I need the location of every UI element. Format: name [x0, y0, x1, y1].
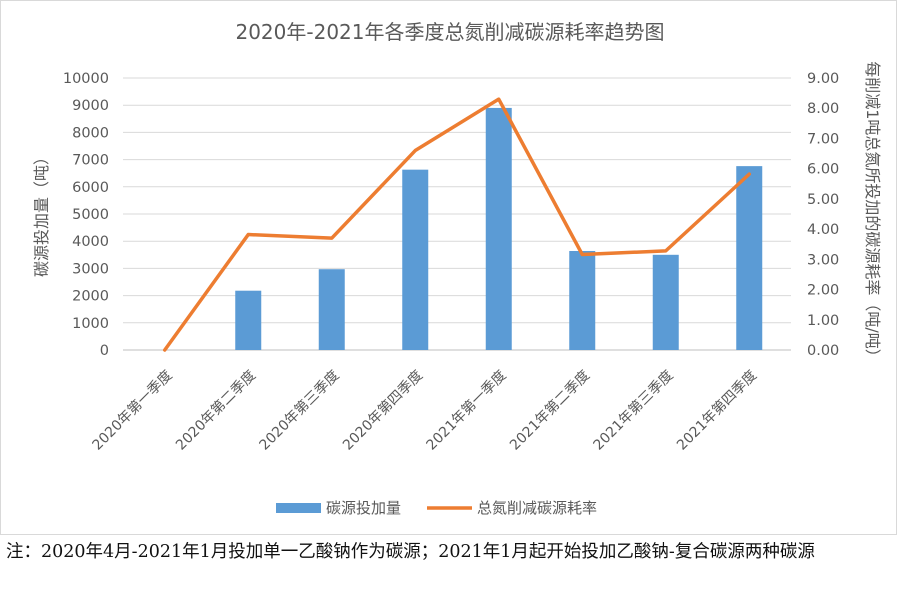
right-tick-label: 4.00: [807, 222, 839, 238]
category-label: 2021年第二季度: [506, 367, 593, 454]
left-tick-label: 2000: [72, 289, 109, 305]
left-tick-label: 3000: [72, 261, 109, 277]
right-tick-label: 2.00: [807, 283, 839, 299]
category-label: 2021年第一季度: [423, 367, 510, 454]
left-tick-label: 5000: [72, 207, 109, 223]
left-tick-label: 1000: [72, 316, 109, 332]
chart-frame: 2020年-2021年各季度总氮削减碳源耗率趋势图 0 1000 2000 3000 4…: [0, 0, 897, 535]
bar: [736, 166, 763, 350]
left-tick-label: 7000: [72, 153, 109, 169]
right-tick-label: 9.00: [807, 71, 839, 87]
bar: [235, 290, 262, 350]
series-line: [163, 97, 751, 352]
left-tick-label: 10000: [63, 71, 109, 87]
category-labels: 2020年第一季度2020年第二季度2020年第三季度2020年第四季度2021…: [89, 367, 760, 454]
right-tick-label: 3.00: [807, 252, 839, 268]
left-tick-label: 4000: [72, 234, 109, 250]
left-tick-label: 6000: [72, 180, 109, 196]
left-axis-ticks: 0 1000 2000 3000 4000 5000 6000 7000 8000 9000 100…: [63, 71, 109, 359]
bar-series: [235, 107, 763, 350]
category-label: 2021年第三季度: [590, 367, 677, 454]
chart-title: 2020年-2021年各季度总氮削减碳源耗率趋势图: [235, 20, 664, 44]
bar: [569, 250, 596, 350]
category-label: 2020年第三季度: [256, 367, 343, 454]
legend-line-label: 总氮削减碳源耗率: [477, 499, 597, 517]
right-tick-label: 8.00: [807, 101, 839, 117]
bar: [402, 169, 429, 350]
right-tick-label: 1.00: [807, 313, 839, 329]
line-series: [163, 97, 751, 352]
footnote: 注：2020年4月-2021年1月投加单一乙酸钠作为碳源；2021年1月起开始投…: [6, 542, 815, 562]
legend-bar-label: 碳源投加量: [326, 499, 401, 517]
chart-svg: 2020年-2021年各季度总氮削减碳源耗率趋势图 0 1000 2000 3000 4…: [32, 20, 882, 517]
right-tick-label: 5.00: [807, 192, 839, 208]
category-label: 2020年第一季度: [89, 367, 176, 454]
left-tick-label: 0: [100, 343, 109, 359]
right-tick-label: 6.00: [807, 162, 839, 178]
gridlines: [123, 77, 791, 351]
right-axis-ticks: 0.00 1.00 2.00 3.00 4.00 5.00 6.00 7.00 8.00 9.00: [807, 71, 839, 359]
category-label: 2020年第四季度: [339, 367, 426, 454]
left-axis-label: 碳源投加量（吨）: [32, 149, 51, 277]
bar: [652, 254, 679, 350]
left-tick-label: 9000: [72, 98, 109, 114]
category-label: 2020年第二季度: [172, 367, 259, 454]
right-axis-label: 每削减1吨总氮所投加的碳源耗率（吨/吨）: [863, 61, 882, 365]
right-tick-label: 7.00: [807, 131, 839, 147]
bar: [485, 107, 512, 350]
bar: [318, 269, 345, 350]
right-tick-label: 0.00: [807, 343, 839, 359]
left-tick-label: 8000: [72, 125, 109, 141]
legend: 碳源投加量 总氮削减碳源耗率: [276, 499, 597, 517]
legend-bar-swatch: [276, 503, 321, 513]
category-label: 2021年第四季度: [673, 367, 760, 454]
